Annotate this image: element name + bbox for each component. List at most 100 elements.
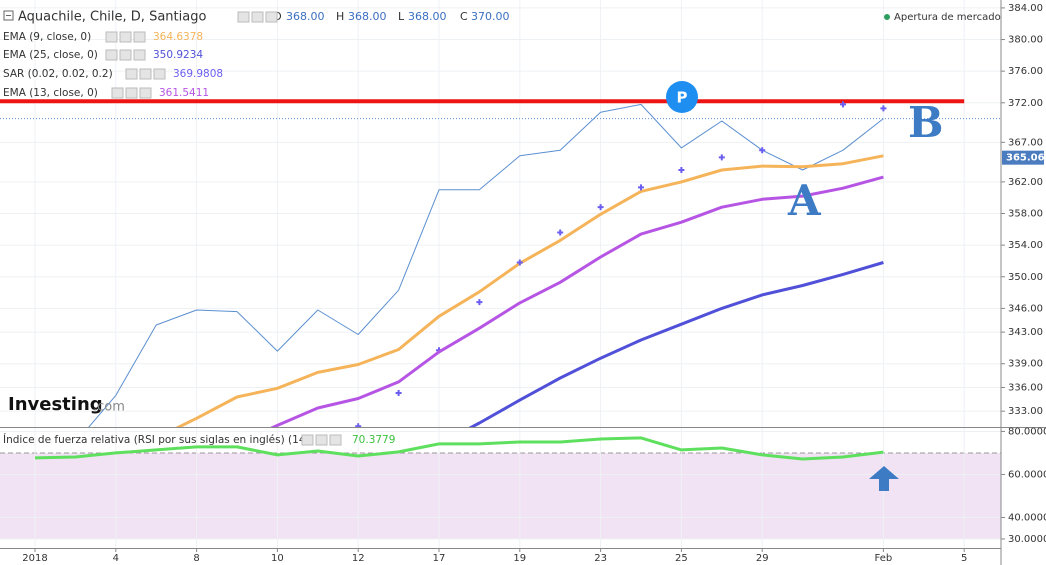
indicator-name: EMA (25, close, 0) — [3, 49, 98, 61]
y-tick-label: 380.00 — [1008, 35, 1043, 46]
marker-p[interactable] — [666, 81, 698, 113]
indicator-name: SAR (0.02, 0.02, 0.2) — [3, 68, 113, 80]
annotation-a: A — [787, 176, 822, 225]
sar-marker — [638, 184, 644, 191]
logo-suffix: .com — [93, 400, 125, 415]
sar-marker — [718, 154, 725, 161]
x-tick-label: 10 — [271, 553, 284, 564]
sar-marker — [557, 229, 564, 236]
rsi-value: 70.3779 — [352, 434, 395, 446]
x-tick-label: 25 — [675, 553, 688, 564]
sar-marker — [759, 147, 766, 154]
ohlc-key: C — [460, 10, 468, 23]
rsi-name: Índice de fuerza relativa (RSI por sus s… — [3, 433, 310, 446]
symbol-title: Aquachile, Chile, D, Santiago — [18, 10, 206, 25]
sar-marker — [840, 101, 846, 108]
arrow-up — [869, 466, 899, 491]
x-tick-label: 23 — [594, 553, 607, 564]
legend-icon[interactable] — [119, 49, 132, 61]
x-tick-label: 12 — [352, 553, 365, 564]
legend-icon[interactable] — [105, 31, 118, 43]
indicator-value: 350.9234 — [153, 49, 203, 61]
legend-icon[interactable] — [265, 11, 278, 23]
indicator-name: EMA (13, close, 0) — [3, 87, 98, 99]
y-tick-label: 362.00 — [1008, 177, 1043, 188]
y-tick-label: 376.00 — [1008, 66, 1043, 77]
y-tick-label: 372.00 — [1008, 98, 1043, 109]
y-tick-label: 384.00 — [1008, 3, 1043, 14]
price-pane — [0, 99, 1001, 427]
legend-icon[interactable] — [125, 87, 138, 99]
y-tick-label: 333.00 — [1008, 406, 1043, 417]
legend-icon[interactable] — [153, 68, 166, 80]
x-tick-label: 5 — [961, 553, 967, 564]
last-price-label: 365.06 — [1006, 153, 1045, 164]
ohlc-key: H — [336, 10, 344, 23]
market-status: Apertura de mercado — [894, 12, 1001, 23]
legend-icon[interactable] — [139, 87, 152, 99]
indicator-value: 369.9808 — [173, 68, 223, 80]
sar-marker — [516, 259, 523, 266]
legend-icon[interactable] — [251, 11, 264, 23]
y-tick-label: 343.00 — [1008, 327, 1043, 338]
sar-marker — [880, 105, 887, 112]
x-tick-label: 2018 — [22, 553, 47, 564]
ohlc-value: 370.00 — [471, 10, 510, 23]
x-tick-label: 4 — [113, 553, 119, 564]
sar-marker — [597, 204, 604, 211]
y-tick-label: 30.0000 — [1008, 534, 1046, 545]
y-tick-label: 339.00 — [1008, 359, 1043, 370]
y-tick-label: 80.0000 — [1008, 426, 1046, 437]
series-line — [468, 261, 884, 427]
y-tick-label: 350.00 — [1008, 272, 1043, 283]
y-tick-label: 367.00 — [1008, 137, 1043, 148]
legend-icon[interactable] — [133, 49, 146, 61]
x-tick-label: Feb — [875, 553, 893, 564]
y-tick-label: 336.00 — [1008, 382, 1043, 393]
ohlc-value: 368.00 — [286, 10, 325, 23]
ohlc-value: 368.00 — [348, 10, 387, 23]
x-tick-label: 19 — [513, 553, 526, 564]
sar-marker — [355, 423, 362, 427]
overlay: Aquachile, Chile, D, Santiago O 368.00 H… — [3, 10, 1001, 491]
marker-p-label: P — [677, 89, 688, 107]
indicator-value: 361.5411 — [159, 87, 209, 99]
y-tick-label: 346.00 — [1008, 303, 1043, 314]
collapse-icon[interactable] — [3, 10, 14, 21]
legend-icon[interactable] — [111, 87, 124, 99]
x-tick-label: 8 — [193, 553, 199, 564]
legend-icon[interactable] — [301, 434, 314, 446]
ohlc-key: L — [398, 10, 405, 23]
legend-icon[interactable] — [105, 49, 118, 61]
legend-icon[interactable] — [315, 434, 328, 446]
legend-icon[interactable] — [125, 68, 138, 80]
y-tick-label: 354.00 — [1008, 240, 1043, 251]
y-tick-label: 60.0000 — [1008, 469, 1046, 480]
x-tick-label: 29 — [756, 553, 769, 564]
legend-icon[interactable] — [139, 68, 152, 80]
legend-icon[interactable] — [119, 31, 132, 43]
sar-marker — [476, 299, 483, 306]
sar-marker — [395, 389, 402, 396]
last-price-tag — [1002, 150, 1044, 165]
market-status-dot — [884, 14, 890, 20]
legend-icon[interactable] — [133, 31, 146, 43]
legend-icon[interactable] — [237, 11, 250, 23]
series-line — [34, 436, 884, 461]
logo: Investing — [8, 394, 103, 415]
ohlc-value: 368.00 — [408, 10, 447, 23]
series-line — [88, 103, 884, 427]
indicator-value: 364.6378 — [153, 31, 203, 43]
y-tick-label: 40.0000 — [1008, 512, 1046, 523]
sar-marker — [678, 167, 685, 174]
y-tick-label: 358.00 — [1008, 209, 1043, 220]
background — [0, 0, 1001, 548]
indicator-name: EMA (9, close, 0) — [3, 31, 91, 43]
rsi-band — [0, 452, 1001, 539]
annotation-b: B — [908, 98, 944, 147]
series-line — [270, 175, 884, 427]
rsi-pane — [34, 436, 884, 461]
legend-icon[interactable] — [329, 434, 342, 446]
